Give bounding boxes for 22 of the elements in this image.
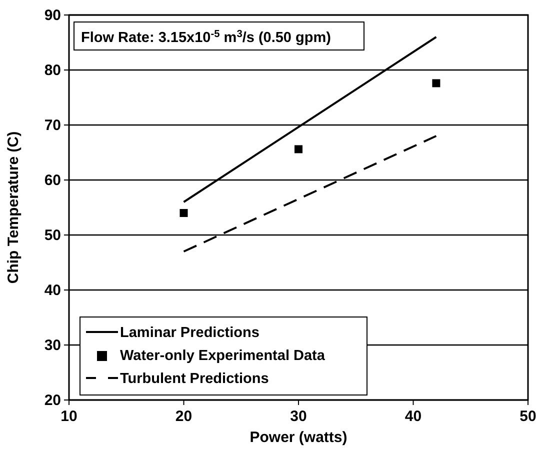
x-tick-label: 10 — [60, 408, 78, 425]
y-tick-label: 60 — [44, 172, 61, 189]
y-tick-label: 80 — [44, 62, 61, 79]
y-tick-label: 30 — [44, 337, 61, 354]
point — [180, 209, 188, 217]
x-tick-label: 30 — [290, 408, 307, 425]
y-tick-label: 20 — [44, 392, 61, 409]
x-tick-label: 40 — [404, 408, 422, 425]
y-axis-title: Chip Temperature (C) — [5, 131, 22, 284]
x-tick-label: 50 — [520, 408, 536, 425]
point — [432, 79, 440, 88]
legend-label: Turbulent Predictions — [120, 371, 269, 387]
x-axis-title: Power (watts) — [250, 429, 348, 446]
point — [294, 145, 302, 154]
legend-label: Laminar Predictions — [120, 325, 260, 341]
y-tick-label: 50 — [44, 227, 61, 244]
y-tick-label: 90 — [44, 7, 61, 24]
y-tick-label: 40 — [44, 282, 61, 299]
legend-label: Water-only Experimental Data — [120, 348, 326, 364]
x-tick-label: 20 — [175, 408, 192, 425]
y-tick-label: 70 — [44, 117, 61, 134]
annotation: Flow Rate: 3.15x10$^{-5}$ m$^{3}$/s (0.50 gpm) — [81, 28, 332, 46]
